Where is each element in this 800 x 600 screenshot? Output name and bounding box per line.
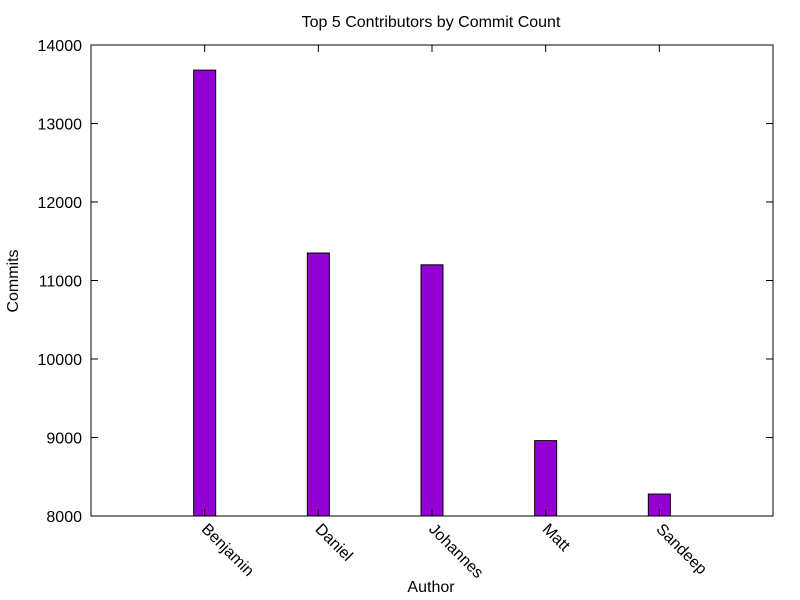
x-axis: Benjamin Daniel Johannes Matt Sandeep	[198, 45, 710, 582]
x-tick-label-sandeep: Sandeep	[653, 521, 710, 578]
x-tick-label-daniel: Daniel	[312, 521, 356, 565]
y-tick-label: 9000	[46, 431, 82, 448]
chart-title: Top 5 Contributors by Commit Count	[302, 14, 561, 31]
bar-matt	[534, 440, 558, 517]
y-tick-label: 12000	[38, 195, 83, 212]
y-tick-label: 8000	[46, 509, 82, 526]
x-tick-label-benjamin: Benjamin	[198, 521, 257, 580]
bar-johannes	[420, 264, 444, 517]
y-axis: 8000 9000 10000 11000 12000 13000 14000	[38, 38, 773, 526]
y-axis-title: Commits	[5, 249, 22, 312]
bar-benjamin	[193, 69, 217, 517]
x-axis-title: Author	[407, 579, 455, 596]
bar-daniel	[306, 252, 330, 517]
x-tick-label-johannes: Johannes	[425, 521, 486, 582]
y-tick-label: 14000	[38, 38, 83, 55]
y-tick-label: 10000	[38, 352, 83, 369]
y-tick-label: 11000	[39, 274, 82, 291]
x-tick-label-matt: Matt	[539, 521, 573, 555]
bars	[193, 69, 671, 517]
y-tick-label: 13000	[38, 117, 83, 134]
